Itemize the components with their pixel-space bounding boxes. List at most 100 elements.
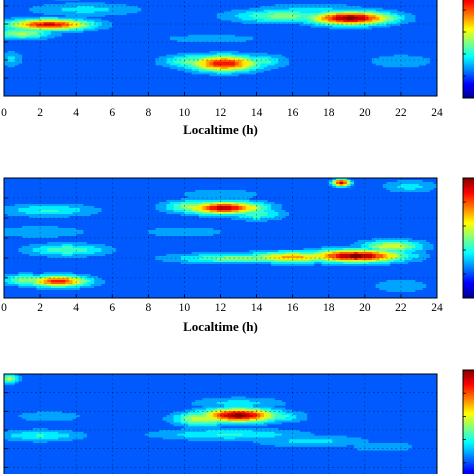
heatmap-cell: [368, 15, 373, 18]
heatmap-cell: [14, 18, 20, 21]
heatmap-cell: [47, 60, 52, 63]
heatmap-cell: [325, 22, 330, 25]
heatmap-cell: [202, 31, 207, 34]
heatmap-cell: [47, 52, 52, 56]
heatmap-cell: [227, 54, 232, 57]
heatmap-cell: [335, 36, 341, 39]
heatmap-cell: [310, 34, 315, 38]
heatmap-cell: [162, 7, 167, 11]
heatmap-cell: [296, 45, 301, 48]
heatmap-cell: [422, 56, 427, 59]
heatmap-cell: [54, 51, 59, 54]
heatmap-cell: [162, 47, 167, 50]
heatmap-cell: [372, 25, 377, 29]
heatmap-cell: [177, 6, 182, 9]
heatmap-cell: [418, 54, 424, 57]
heatmap-cell: [271, 9, 276, 12]
heatmap-cell: [29, 27, 34, 30]
heatmap-cell: [350, 18, 355, 21]
heatmap-cell: [335, 9, 341, 12]
heatmap-cell: [123, 6, 128, 9]
heatmap-cell: [307, 31, 312, 34]
heatmap-cell: [242, 20, 247, 23]
heatmap-cell: [43, 2, 48, 5]
heatmap-cell: [195, 18, 200, 21]
heatmap-cell: [195, 24, 200, 27]
heatmap-cell: [354, 49, 359, 52]
heatmap-cell: [40, 18, 45, 21]
heatmap-cell: [372, 11, 377, 14]
heatmap-cell: [29, 22, 34, 25]
heatmap-cell: [260, 42, 265, 45]
heatmap-cell: [14, 61, 20, 65]
heatmap-cell: [429, 38, 434, 41]
heatmap-cell: [18, 0, 23, 4]
heatmap-cell: [137, 0, 142, 4]
heatmap-cell: [22, 33, 27, 36]
heatmap-cell: [101, 36, 106, 39]
heatmap-cell: [382, 18, 388, 21]
heatmap-cell: [310, 18, 315, 21]
heatmap-cell: [148, 58, 153, 61]
heatmap-cell: [32, 27, 38, 30]
heatmap-cell: [415, 22, 420, 25]
heatmap-cell: [105, 33, 110, 36]
heatmap-cell: [249, 27, 254, 30]
heatmap-cell: [173, 18, 178, 21]
heatmap-cell: [43, 20, 48, 23]
heatmap-cell: [278, 52, 283, 56]
heatmap-cell: [296, 6, 301, 9]
heatmap-cell: [195, 7, 200, 11]
heatmap-cell: [94, 36, 99, 39]
heatmap-cell: [328, 43, 333, 47]
heatmap-cell: [245, 0, 250, 4]
heatmap-cell: [278, 18, 283, 21]
heatmap-cell: [206, 2, 211, 5]
heatmap-cell: [97, 34, 103, 38]
heatmap-cell: [231, 25, 236, 29]
heatmap-cell: [54, 42, 59, 45]
heatmap-cell: [325, 20, 330, 23]
heatmap-cell: [299, 15, 305, 18]
heatmap-cell: [238, 27, 243, 30]
heatmap-cell: [263, 40, 269, 43]
heatmap-cell: [148, 34, 153, 38]
heatmap-cell: [364, 42, 370, 45]
heatmap-cell: [65, 22, 70, 25]
heatmap-cell: [18, 38, 23, 41]
heatmap-cell: [252, 38, 258, 41]
heatmap-cell: [180, 36, 186, 39]
heatmap-cell: [14, 47, 20, 50]
heatmap-cell: [252, 34, 258, 38]
heatmap-cell: [361, 34, 366, 38]
heatmap-cell: [133, 16, 139, 20]
heatmap-cell: [256, 42, 261, 45]
heatmap-cell: [79, 25, 84, 29]
heatmap-cell: [25, 36, 30, 39]
heatmap-cell: [372, 40, 377, 43]
heatmap-cell: [155, 49, 160, 52]
heatmap-cell: [354, 2, 359, 5]
heatmap-cell: [285, 0, 290, 4]
heatmap-cell: [94, 33, 99, 36]
heatmap-cell: [4, 25, 9, 29]
heatmap-cell: [206, 40, 211, 43]
heatmap-cell: [213, 27, 218, 30]
heatmap-cell: [108, 51, 113, 54]
heatmap-cell: [224, 36, 229, 39]
heatmap-cell: [397, 38, 402, 41]
heatmap-cell: [317, 40, 323, 43]
heatmap-cell: [249, 31, 254, 34]
heatmap-cell: [101, 29, 106, 32]
heatmap-cell: [148, 24, 153, 27]
heatmap-cell: [242, 52, 247, 56]
heatmap-cell: [307, 24, 312, 27]
heatmap-cell: [36, 45, 41, 48]
heatmap-cell: [90, 0, 95, 4]
heatmap-cell: [299, 9, 305, 12]
heatmap-cell: [310, 56, 315, 59]
heatmap-cell: [105, 11, 110, 14]
heatmap-cell: [50, 52, 56, 56]
heatmap-cell: [112, 38, 117, 41]
heatmap-cell: [83, 47, 88, 50]
